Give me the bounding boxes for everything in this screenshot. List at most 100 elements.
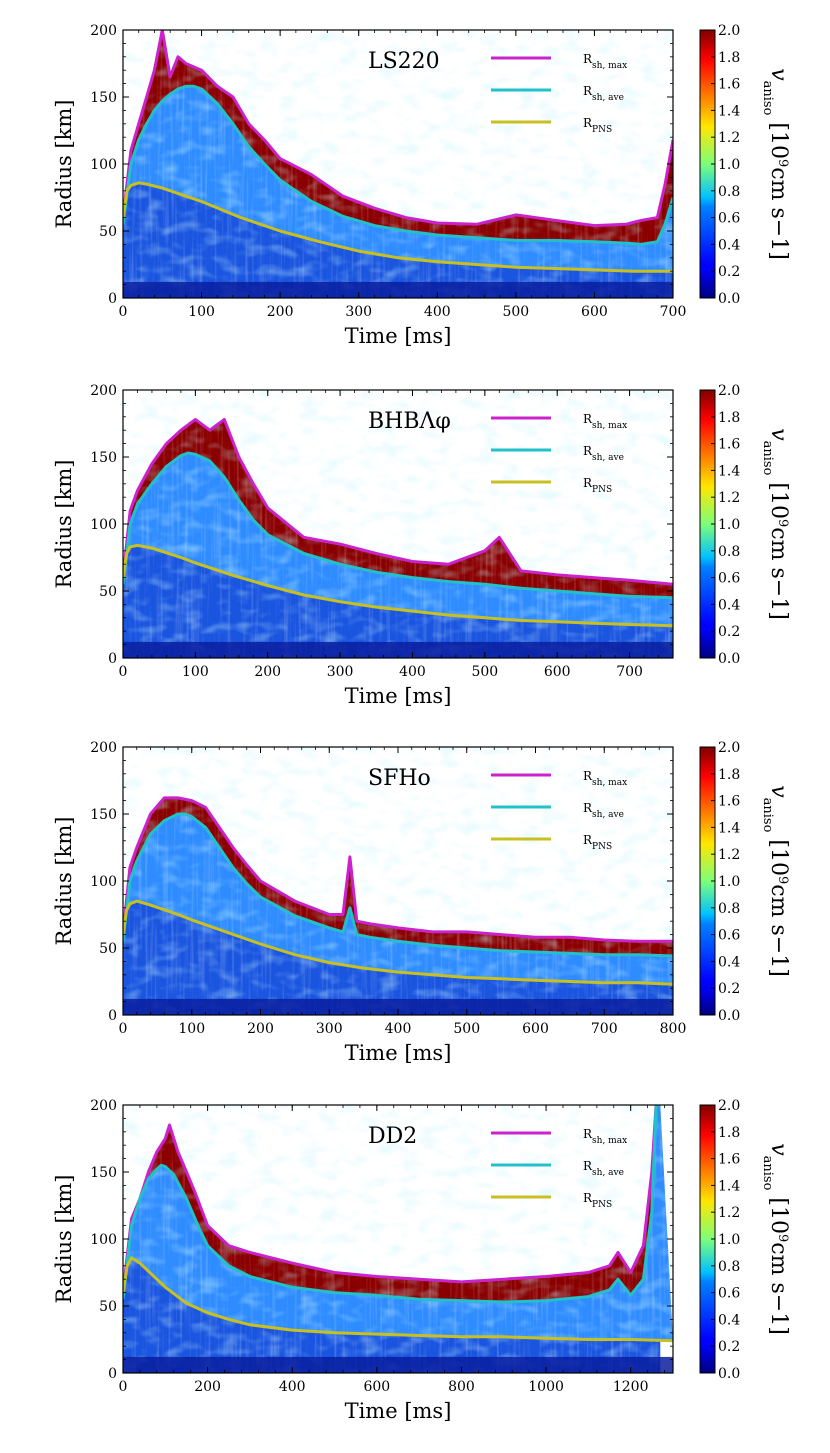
colorbar-tick-label: 0.0 [718,291,740,307]
x-tick-label: 800 [448,1379,475,1395]
colorbar-tick-label: 0.0 [718,1366,740,1382]
series-line-r-pns [123,1256,673,1343]
colorbar-tick-label: 2.0 [718,740,740,756]
y-tick-label: 200 [90,740,117,756]
legend-label: RPNS [583,116,612,135]
colorbar-title: vaniso [109cm s−1] [761,428,792,620]
colorbar-tick-label: 0.6 [718,571,740,587]
x-tick-label: 200 [254,664,281,680]
colorbar-tick-label: 0.4 [718,1312,740,1328]
x-tick-label: 0 [119,1379,128,1395]
colorbar-tick-label: 1.4 [718,1178,740,1194]
series-line-r-sh-ave [123,812,673,958]
velocity-field-core [123,281,673,298]
colorbar-tick-label: 1.6 [718,1152,740,1168]
x-tick-label: 600 [544,664,571,680]
legend-label: Rsh, ave [583,1159,624,1178]
x-tick-label: 100 [188,304,215,320]
colorbar-title: vaniso [109cm s−1] [761,785,792,977]
y-axis-title: Radius [km] [52,100,76,229]
colorbar-tick-label: 2.0 [718,23,740,39]
plot-area [123,390,673,658]
legend-label: Rsh, ave [583,84,624,103]
y-tick-label: 0 [108,1366,117,1382]
x-tick-label: 400 [424,304,451,320]
x-tick-label: 600 [522,1021,549,1037]
colorbar-tick-label: 0.6 [718,928,740,944]
colorbar-tick-label: 0.8 [718,544,740,560]
x-tick-label: 700 [616,664,643,680]
colorbar: 0.0 0.2 0.4 0.6 0.8 1.0 1.2 1.4 1.6 1.8 2.0 vaniso … [699,383,792,667]
colorbar-tick-label: 1.0 [718,517,740,533]
series-line-r-sh-max [123,418,673,586]
x-tick-label: 500 [502,304,529,320]
panel-4: 0 200 400 600 800 1000 1200 0 50 100 150 200 Time [m… [52,1098,791,1423]
colorbar-tick-label: 1.4 [718,820,740,836]
legend-label: Rsh, max [583,1127,627,1146]
y-tick-label: 100 [90,157,117,173]
y-axis-title: Radius [km] [52,460,76,589]
y-tick-label: 200 [90,23,117,39]
colorbar-tick-label: 0.2 [718,981,740,997]
colorbar-tick-label: 0.4 [718,954,740,970]
colorbar-tick-label: 0.8 [718,901,740,917]
velocity-field-core [123,641,673,658]
y-tick-label: 50 [99,941,117,957]
y-tick-label: 150 [90,1165,117,1181]
x-tick-label: 100 [182,664,209,680]
colorbar: 0.0 0.2 0.4 0.6 0.8 1.0 1.2 1.4 1.6 1.8 2.0 vaniso … [699,23,792,307]
x-axis-title: Time [ms] [345,1399,452,1423]
x-tick-label: 400 [399,664,426,680]
series-line-r-pns [123,543,673,628]
colorbar-tick-label: 2.0 [718,1098,740,1114]
legend-label: Rsh, ave [583,444,624,463]
series-line-r-sh-max [123,30,673,228]
colorbar-tick-label: 1.6 [718,77,740,93]
colorbar-tick-label: 0.2 [718,264,740,280]
x-axis-title: Time [ms] [345,1041,452,1065]
x-tick-label: 600 [581,304,608,320]
y-tick-label: 150 [90,90,117,106]
x-axis-title: Time [ms] [345,324,452,348]
panel-2: 0 100 200 300 400 500 600 700 0 50 100 150 200 Time [… [52,383,791,708]
x-tick-label: 1200 [613,1379,649,1395]
series-line-r-sh-max [123,796,673,943]
x-tick-label: 200 [267,304,294,320]
legend-label: Rsh, max [583,412,627,431]
x-tick-label: 500 [471,664,498,680]
x-tick-label: 0 [119,1021,128,1037]
x-tick-label: 600 [363,1379,390,1395]
colorbar-title: vaniso [109cm s−1] [761,68,792,260]
y-tick-label: 100 [90,517,117,533]
colorbar-tick-label: 1.8 [718,1125,740,1141]
y-tick-label: 0 [108,651,117,667]
panel-3: 0 100 200 300 400 500 600 700 800 0 50 100 150 200 Tim… [52,740,791,1065]
series-line-r-pns [123,181,673,273]
x-tick-label: 700 [660,304,687,320]
colorbar: 0.0 0.2 0.4 0.6 0.8 1.0 1.2 1.4 1.6 1.8 2.0 vaniso … [699,740,792,1024]
colorbar-tick-label: 2.0 [718,383,740,399]
colorbar: 0.0 0.2 0.4 0.6 0.8 1.0 1.2 1.4 1.6 1.8 2.0 vaniso … [699,1098,791,1382]
velocity-field-streaks [123,390,673,658]
colorbar-tick-label: 1.6 [718,437,740,453]
panel-1: 0 100 200 300 400 500 600 700 0 50 100 150 200 Time [… [52,23,791,348]
y-tick-label: 50 [99,224,117,240]
x-tick-label: 0 [119,664,128,680]
x-tick-label: 300 [345,304,372,320]
y-axis-title: Radius [km] [52,817,76,946]
plot-area [123,1105,673,1373]
colorbar-tick-label: 1.8 [718,50,740,66]
legend-label: RPNS [583,833,612,852]
colorbar-tick-label: 1.8 [718,410,740,426]
velocity-field-core [123,1356,673,1373]
velocity-field-streaks [123,747,673,1015]
panel-title: DD2 [368,1124,417,1149]
colorbar-tick-label: 1.0 [718,157,740,173]
velocity-field-streaks [123,1105,673,1373]
legend-label: Rsh, max [583,52,627,71]
legend-label: RPNS [583,1191,612,1210]
colorbar-tick-label: 0.2 [718,624,740,640]
y-axis-title: Radius [km] [52,1175,76,1304]
x-tick-label: 800 [660,1021,687,1037]
colorbar-tick-label: 0.6 [718,1286,740,1302]
